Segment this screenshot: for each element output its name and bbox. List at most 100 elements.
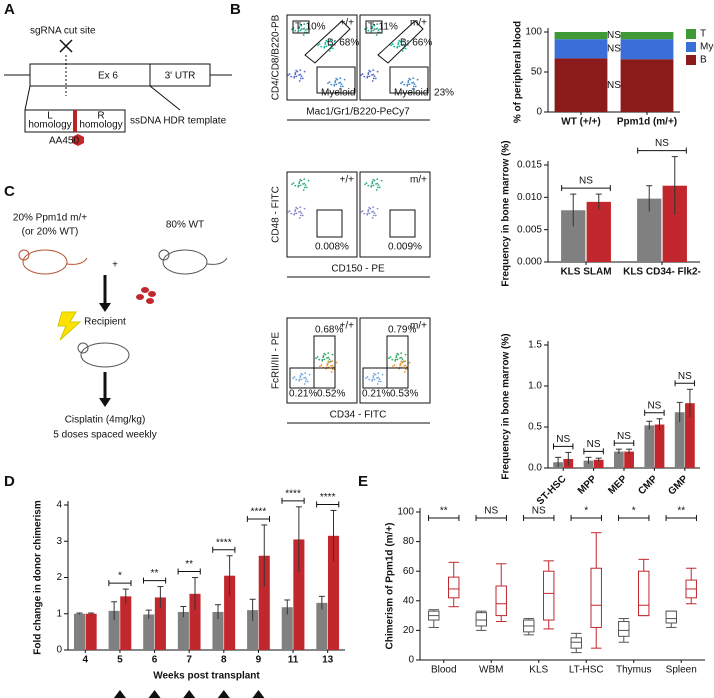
flow-x-label: Mac1/Gr1/B220-PeCy7 bbox=[306, 107, 410, 118]
y-tick-label: 80 bbox=[403, 536, 415, 547]
flow-event bbox=[366, 76, 369, 79]
flow-event bbox=[397, 353, 400, 356]
flow-gate bbox=[365, 20, 383, 34]
flow-event bbox=[408, 83, 411, 86]
flow-event bbox=[371, 27, 374, 30]
plus-sign: + bbox=[112, 260, 118, 271]
flow-event bbox=[366, 213, 369, 216]
flow-event bbox=[363, 75, 366, 78]
box bbox=[590, 567, 602, 628]
flow-event bbox=[396, 46, 399, 49]
y-tick-label: 0 bbox=[56, 645, 62, 656]
flow-event bbox=[373, 212, 376, 215]
flow-event bbox=[372, 178, 375, 181]
flow-event bbox=[328, 50, 331, 52]
flow-event bbox=[303, 23, 306, 26]
dose-arrow bbox=[183, 690, 196, 698]
x-tick-label: LT-HSC bbox=[569, 665, 604, 676]
flow-event bbox=[372, 69, 375, 72]
flow-event bbox=[365, 377, 367, 380]
bar-segment bbox=[620, 32, 674, 40]
flow-event bbox=[326, 362, 329, 365]
flow-event bbox=[338, 88, 341, 90]
dose-arrow bbox=[217, 690, 230, 698]
flow-event bbox=[303, 178, 306, 181]
flow-event bbox=[301, 214, 304, 217]
flow-event bbox=[404, 368, 407, 371]
legend-swatch bbox=[686, 42, 696, 52]
flow-event bbox=[327, 360, 330, 363]
y-axis-label: Frequency in bone marrow (%) bbox=[501, 333, 512, 479]
right-arm: homology bbox=[79, 120, 122, 131]
flow-event bbox=[409, 78, 412, 81]
flow-event bbox=[403, 371, 406, 373]
flow-event bbox=[371, 379, 374, 382]
flow-event bbox=[327, 356, 330, 359]
flow-event bbox=[299, 178, 302, 181]
flow-event bbox=[407, 79, 410, 82]
flow-event bbox=[331, 368, 334, 371]
flow-event bbox=[325, 45, 328, 48]
flow-event bbox=[363, 212, 366, 215]
exon-label: Ex 6 bbox=[98, 71, 118, 82]
flow-gate bbox=[389, 66, 429, 94]
flow-event bbox=[376, 70, 379, 73]
flow-event bbox=[411, 88, 414, 90]
flow-event bbox=[324, 41, 327, 44]
x-tick-label: GMP bbox=[666, 473, 690, 497]
significance-label: **** bbox=[320, 492, 336, 503]
flow-event bbox=[325, 39, 328, 42]
flow-event bbox=[370, 185, 373, 188]
flow-event bbox=[294, 184, 297, 187]
flow-event bbox=[304, 184, 307, 187]
flow-event bbox=[368, 75, 371, 78]
flow-gate bbox=[292, 20, 310, 34]
bar-segment bbox=[554, 58, 608, 112]
annotation: NS bbox=[607, 30, 621, 41]
flow-event bbox=[371, 25, 374, 28]
flow-event bbox=[360, 74, 362, 77]
x-tick-label: KLS SLAM bbox=[560, 267, 611, 278]
flow-event bbox=[326, 364, 329, 367]
flow-gate-label: 0.21% bbox=[362, 389, 390, 400]
flow-event bbox=[406, 84, 409, 87]
flow-event bbox=[377, 29, 380, 32]
flow-event bbox=[367, 208, 370, 211]
donor-alt: (or 20% WT) bbox=[22, 227, 79, 238]
flow-event bbox=[378, 186, 381, 189]
bar bbox=[644, 425, 655, 468]
flow-event bbox=[291, 28, 293, 31]
flow-event bbox=[299, 210, 302, 213]
flow-event bbox=[303, 186, 306, 189]
flow-event bbox=[389, 356, 392, 358]
flow-event bbox=[375, 189, 378, 191]
cut-site-label: sgRNA cut site bbox=[30, 26, 96, 37]
flow-event bbox=[331, 47, 334, 50]
flow-gate-label: B: 68% bbox=[327, 38, 359, 49]
flow-event bbox=[379, 380, 382, 383]
y-tick-label: 1.0 bbox=[528, 381, 542, 392]
significance-label: NS bbox=[655, 138, 669, 149]
flow-event bbox=[367, 210, 370, 213]
flow-event bbox=[372, 77, 375, 80]
flow-event bbox=[400, 356, 403, 359]
bar bbox=[177, 611, 189, 650]
flow-event bbox=[366, 376, 369, 378]
flow-event bbox=[399, 362, 402, 365]
y-tick-label: 100 bbox=[397, 507, 414, 518]
flow-event bbox=[402, 360, 405, 363]
bar bbox=[189, 593, 201, 650]
flow-event bbox=[319, 365, 321, 368]
flow-event bbox=[328, 361, 331, 364]
annotation: NS bbox=[607, 80, 621, 91]
flow-event bbox=[372, 374, 375, 377]
flow-event bbox=[295, 206, 298, 209]
flow-event bbox=[303, 383, 306, 385]
flow-event bbox=[376, 182, 379, 185]
y-tick-label: 1.5 bbox=[528, 340, 542, 351]
box bbox=[618, 621, 630, 637]
flow-event bbox=[380, 179, 383, 182]
flow-event bbox=[343, 78, 346, 81]
flow-gate-label: T: 10% bbox=[295, 22, 326, 33]
panel-label: E bbox=[358, 473, 368, 490]
